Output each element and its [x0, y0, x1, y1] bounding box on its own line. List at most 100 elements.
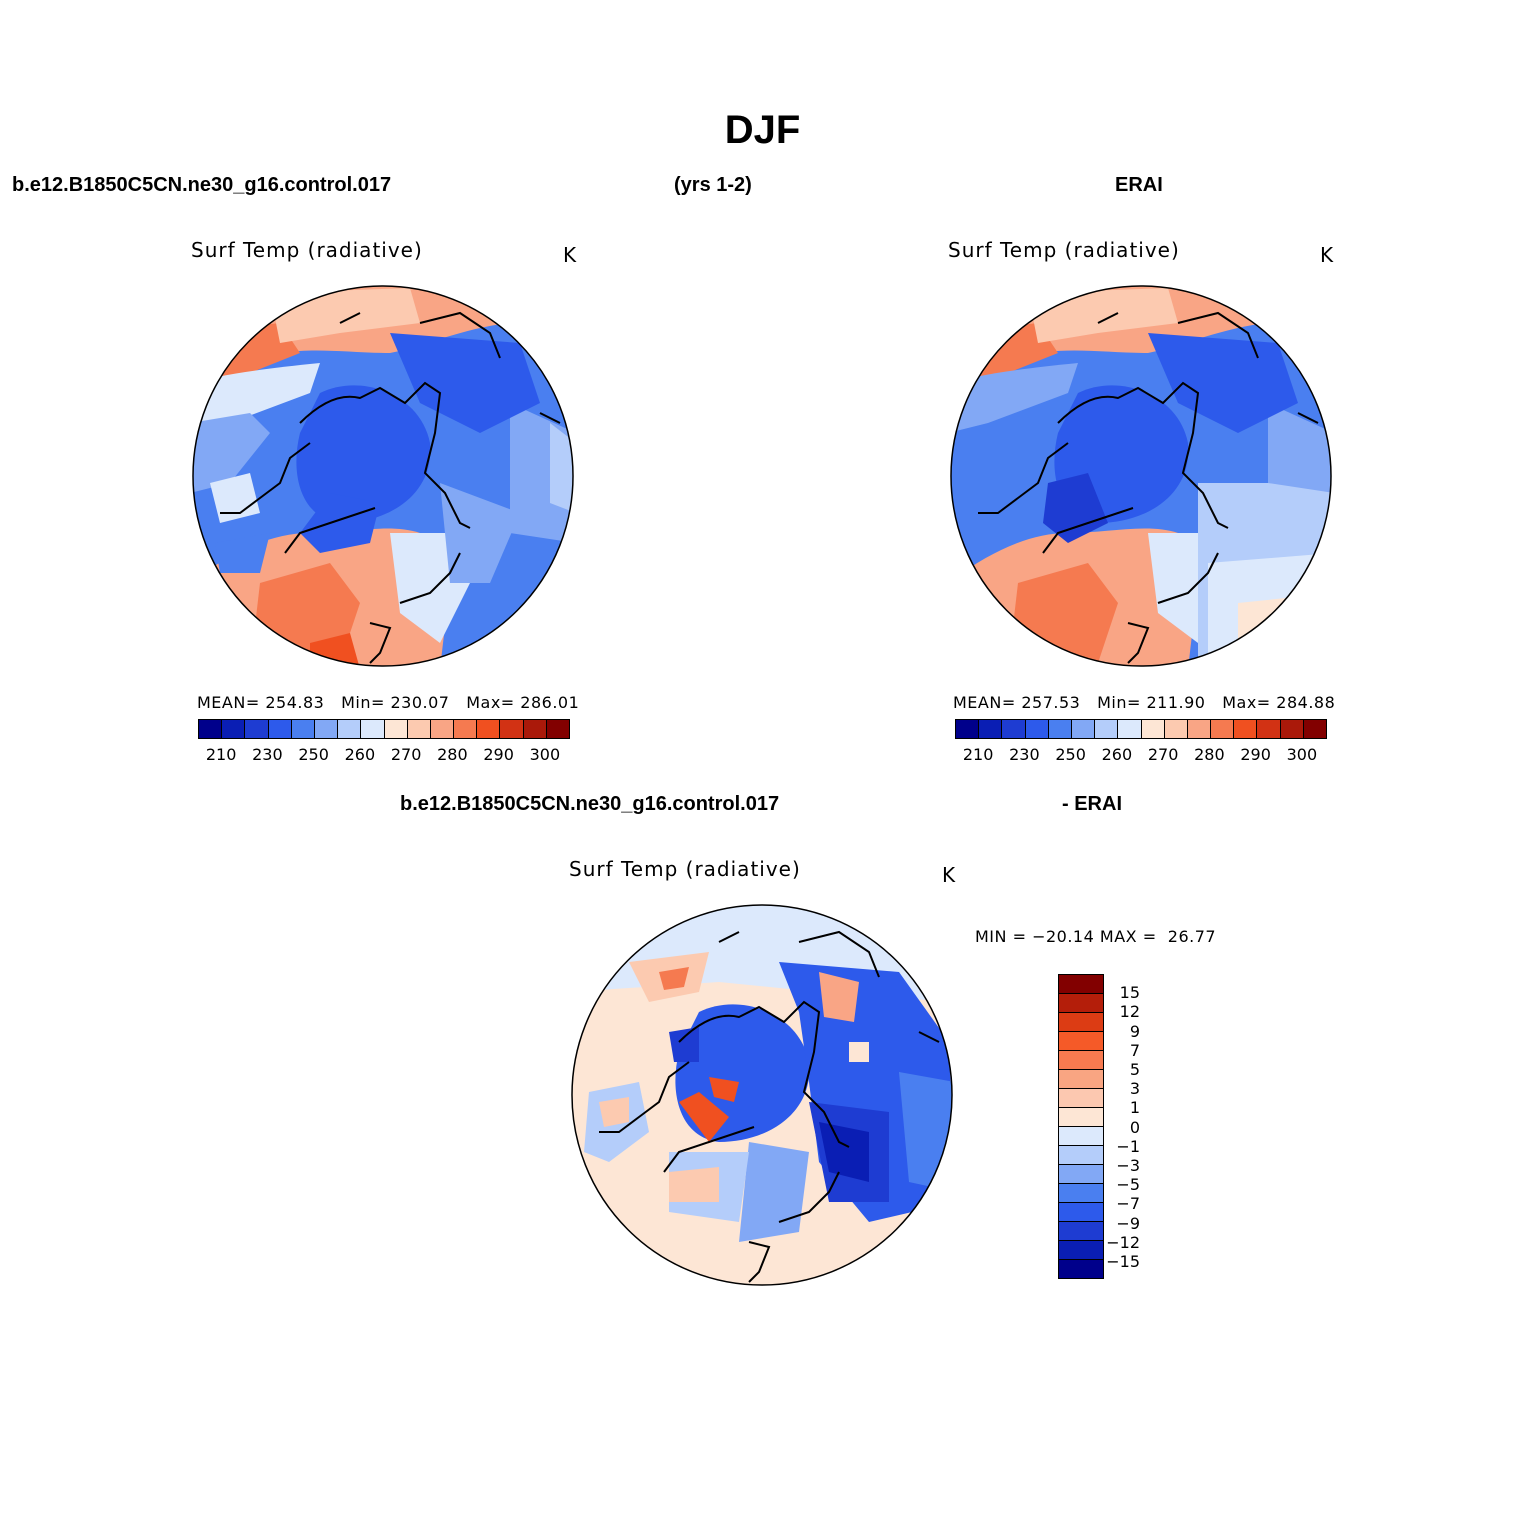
colorbar-swatch: [1059, 1260, 1103, 1278]
mean-label: MEAN=: [197, 693, 260, 712]
colorbar-swatch: [1059, 1165, 1103, 1184]
colorbar-tick-label: −12: [1106, 1232, 1140, 1252]
colorbar-swatch: [1071, 720, 1096, 738]
colorbar-tick-label: 260: [344, 745, 376, 764]
colorbar-tick-label: −7: [1116, 1194, 1140, 1214]
colorbar-difference: [1058, 974, 1104, 1279]
colorbar-swatch: [384, 720, 408, 738]
colorbar-swatch: [1059, 1203, 1103, 1222]
colorbar-swatch: [338, 720, 362, 738]
colorbar-swatch: [500, 720, 524, 738]
panel-obs-units: K: [1320, 243, 1334, 267]
colorbar-swatch: [1059, 1070, 1103, 1089]
diff-min-label: MIN =: [975, 927, 1027, 946]
colorbar-swatch: [1059, 1222, 1103, 1241]
colorbar-tick-label: 270: [390, 745, 422, 764]
colorbar-swatch: [1059, 1108, 1103, 1127]
panel-obs-stats: MEAN= 257.53 Min= 211.90 Max= 284.88: [953, 693, 1335, 712]
max-value: 286.01: [520, 693, 580, 712]
colorbar-swatch: [222, 720, 246, 738]
mean-value: 254.83: [265, 693, 325, 712]
colorbar-model: [198, 719, 570, 739]
colorbar-swatch: [1059, 1241, 1103, 1260]
colorbar-difference-labels: 15 12 9 7 5 3 1 0 −1 −3 −5 −7 −9 −12 −15: [1100, 974, 1144, 1282]
colorbar-swatch: [1059, 1146, 1103, 1165]
colorbar-tick-label: −15: [1106, 1252, 1140, 1271]
colorbar-swatch: [1059, 1032, 1103, 1051]
colorbar-swatch: [361, 720, 385, 738]
colorbar-tick-label: 3: [1129, 1079, 1140, 1099]
colorbar-swatch: [430, 720, 455, 738]
colorbar-tick-label: −5: [1116, 1175, 1140, 1195]
colorbar-obs-labels: 210 230 250 260 270 280 290 300: [955, 745, 1327, 765]
min-value: 211.90: [1146, 693, 1206, 712]
diff-max-label: MAX =: [1099, 927, 1157, 946]
colorbar-swatch: [1280, 720, 1304, 738]
colorbar-tick-label: 210: [205, 745, 237, 764]
panel-model-title: Surf Temp (radiative): [191, 238, 423, 262]
max-label: Max=: [466, 693, 515, 712]
colorbar-swatch: [407, 720, 431, 738]
colorbar-tick-label: 0: [1129, 1117, 1140, 1137]
colorbar-tick-label: −3: [1116, 1156, 1140, 1175]
colorbar-swatch: [1164, 720, 1188, 738]
colorbar-swatch: [314, 720, 339, 738]
diff-min-value: −20.14: [1032, 927, 1095, 946]
colorbar-tick-label: 280: [1194, 745, 1225, 764]
colorbar-swatch: [268, 720, 292, 738]
years-label: (yrs 1-2): [674, 174, 752, 196]
figure-title: DJF: [724, 108, 801, 152]
colorbar-tick-label: 1: [1129, 1098, 1140, 1118]
polar-map-difference: [571, 904, 953, 1286]
colorbar-tick-label: 300: [1286, 745, 1318, 764]
colorbar-swatch: [1141, 720, 1165, 738]
colorbar-tick-label: 230: [1009, 745, 1040, 764]
mean-value: 257.53: [1021, 693, 1081, 712]
colorbar-tick-label: 15: [1119, 983, 1140, 1003]
colorbar-swatch: [523, 720, 547, 738]
colorbar-tick-label: 5: [1129, 1060, 1140, 1079]
colorbar-tick-label: 290: [1240, 745, 1271, 764]
min-label: Min=: [341, 693, 385, 712]
panel-diff-title: Surf Temp (radiative): [569, 857, 801, 881]
colorbar-swatch: [245, 720, 269, 738]
colorbar-tick-label: 270: [1147, 745, 1179, 764]
colorbar-swatch: [979, 720, 1003, 738]
colorbar-tick-label: −1: [1116, 1136, 1140, 1156]
colorbar-tick-label: 300: [529, 745, 561, 764]
colorbar-swatch: [1303, 720, 1326, 738]
min-value: 230.07: [390, 693, 450, 712]
colorbar-swatch: [1059, 1089, 1103, 1108]
colorbar-swatch: [1211, 720, 1235, 738]
colorbar-swatch: [1234, 720, 1258, 738]
colorbar-model-labels: 210 230 250 260 270 280 290 300: [198, 745, 570, 765]
colorbar-swatch: [1059, 1013, 1103, 1032]
diff-obs-label: - ERAI: [1062, 793, 1122, 815]
case-name-label: b.e12.B1850C5CN.ne30_g16.control.017: [12, 174, 392, 196]
panel-model-units: K: [563, 243, 577, 267]
colorbar-swatch: [1059, 975, 1103, 994]
colorbar-tick-label: 9: [1129, 1021, 1140, 1041]
colorbar-swatch: [1025, 720, 1049, 738]
polar-map-model: [192, 285, 574, 667]
colorbar-tick-label: −9: [1116, 1213, 1140, 1233]
colorbar-tick-label: 12: [1119, 1002, 1140, 1022]
colorbar-obs: [955, 719, 1327, 739]
panel-obs-title: Surf Temp (radiative): [948, 238, 1180, 262]
colorbar-tick-label: 7: [1129, 1040, 1140, 1060]
colorbar-swatch: [1257, 720, 1281, 738]
colorbar-swatch: [1048, 720, 1072, 738]
colorbar-tick-label: 250: [298, 745, 329, 764]
colorbar-swatch: [546, 720, 569, 738]
colorbar-tick-label: 280: [437, 745, 468, 764]
colorbar-swatch: [1059, 1051, 1103, 1070]
diff-minmax: MIN = −20.14 MAX = 26.77: [975, 927, 1216, 946]
colorbar-swatch: [1059, 1127, 1103, 1146]
colorbar-swatch: [477, 720, 501, 738]
max-value: 284.88: [1276, 693, 1336, 712]
colorbar-swatch: [956, 720, 980, 738]
colorbar-swatch: [1118, 720, 1142, 738]
min-label: Min=: [1097, 693, 1141, 712]
colorbar-tick-label: 250: [1055, 745, 1086, 764]
polar-map-obs: [950, 285, 1332, 667]
